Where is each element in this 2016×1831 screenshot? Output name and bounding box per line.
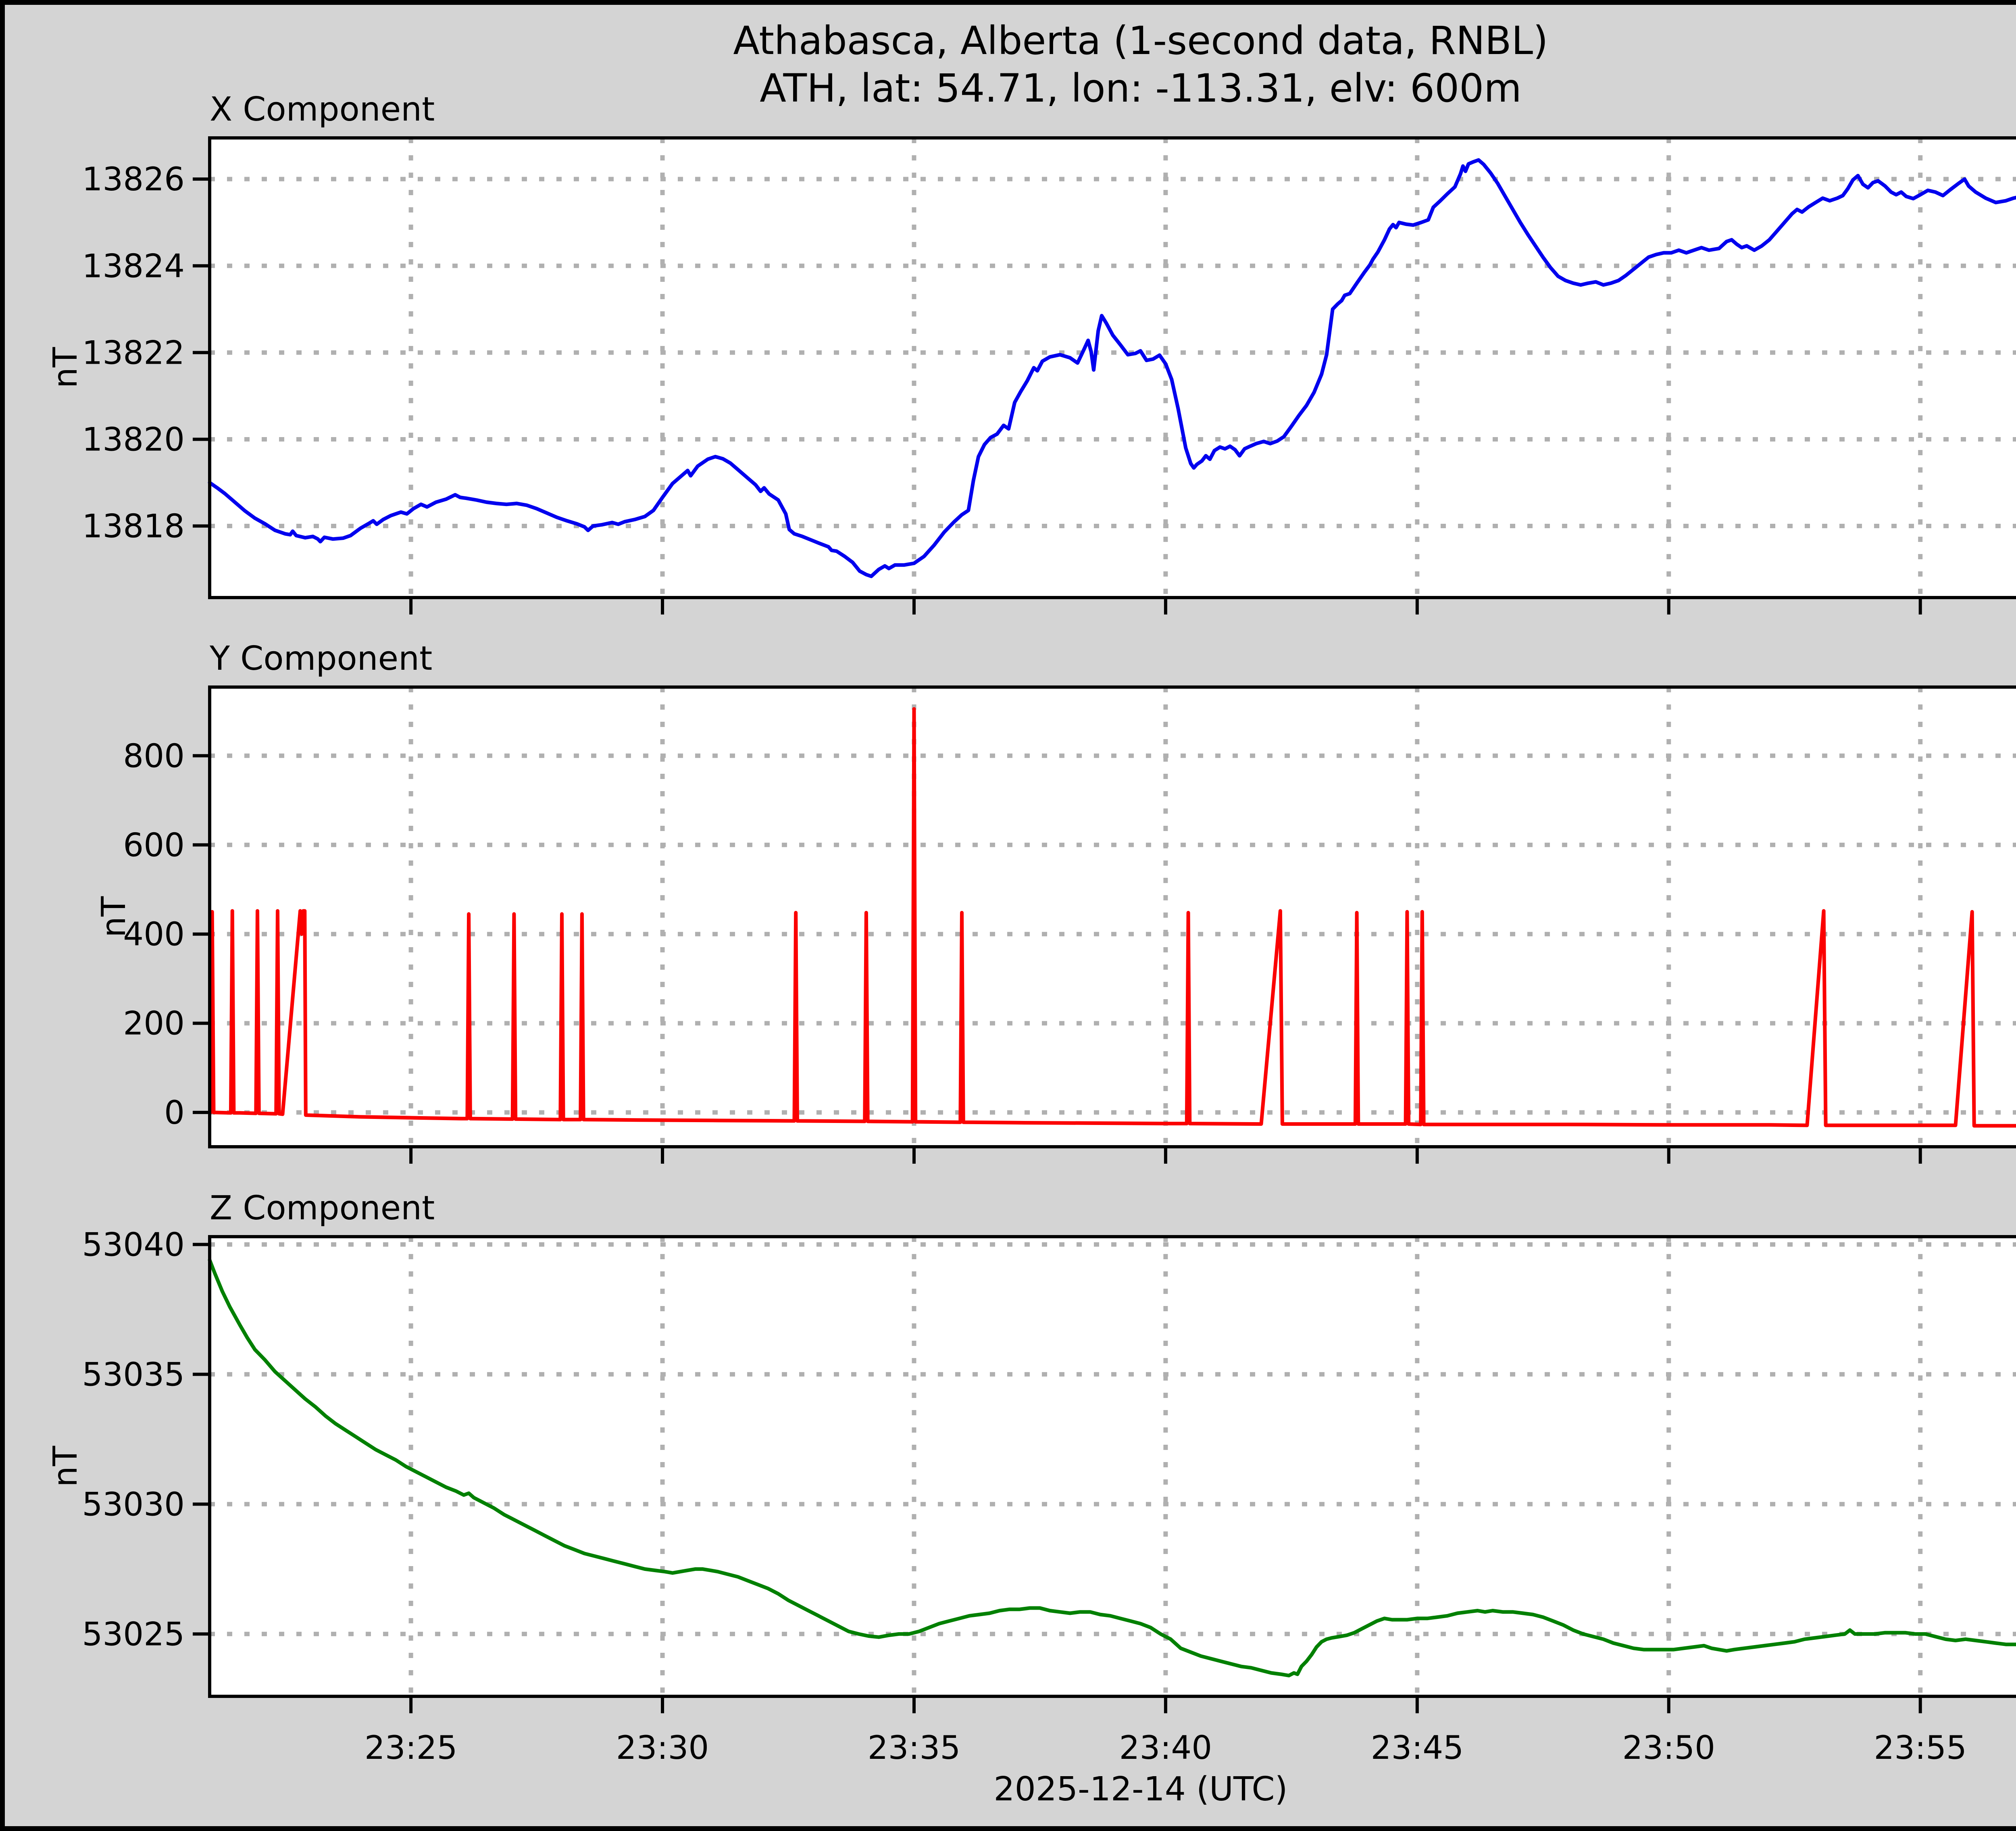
y-tick-label: 13818 (82, 508, 185, 545)
y-tick-label: 53030 (82, 1485, 185, 1523)
plot-border (208, 1235, 2016, 1698)
y-tick-label: 0 (164, 1094, 185, 1131)
y-tick-label: 400 (123, 916, 185, 953)
panel-title-y-component: Y Component (210, 639, 433, 678)
x-tick-label: 23:40 (1119, 1729, 1212, 1766)
x-component-chart: 13818 13820 13822 13824 13826 (82, 136, 2016, 614)
x-tick-label: 23:30 (616, 1729, 709, 1766)
y-component-line (208, 707, 2016, 1128)
x-tick-label: 23:45 (1371, 1729, 1464, 1766)
y-tick-label: 600 (123, 826, 185, 864)
plot-area (210, 1237, 2016, 1696)
figure-title-line1: Athabasca, Alberta (1-second data, RNBL) (733, 18, 1548, 63)
x-tick-label: 23:50 (1622, 1729, 1715, 1766)
plot-area (210, 687, 2016, 1147)
plot-border (208, 685, 2016, 1148)
y-tick-label: 800 (123, 737, 185, 775)
plot-border (208, 136, 2016, 599)
y-component-chart: 0 200 400 600 800 (123, 685, 2016, 1164)
panel-title-x-component: X Component (210, 90, 435, 129)
y-tick-label: 13824 (82, 247, 185, 285)
x-tick-label: 23:55 (1874, 1729, 1967, 1766)
z-component-chart: 23:25 23:30 23:35 23:40 23:45 23:50 23:55 53025… (82, 1226, 2016, 1766)
y-tick-label: 53035 (82, 1356, 185, 1393)
z-component-line (208, 1258, 2016, 1677)
y-tick-label: 200 (123, 1005, 185, 1042)
y-tick-label: 13826 (82, 160, 185, 198)
panel-title-z-component: Z Component (210, 1189, 435, 1227)
plot-area (210, 138, 2016, 598)
x-tick-label: 23:35 (868, 1729, 961, 1766)
figure-title-line2: ATH, lat: 54.71, lon: -113.31, elv: 600m (760, 66, 1522, 111)
y-tick-label: 13820 (82, 421, 185, 458)
x-tick-label: 23:25 (364, 1729, 458, 1766)
y-tick-label: 53040 (82, 1226, 185, 1263)
x-component-line (208, 158, 2016, 578)
y-tick-label: 53025 (82, 1615, 185, 1653)
xaxis-label: 2025-12-14 (UTC) (993, 1770, 1288, 1808)
y-tick-label: 13822 (82, 334, 185, 371)
